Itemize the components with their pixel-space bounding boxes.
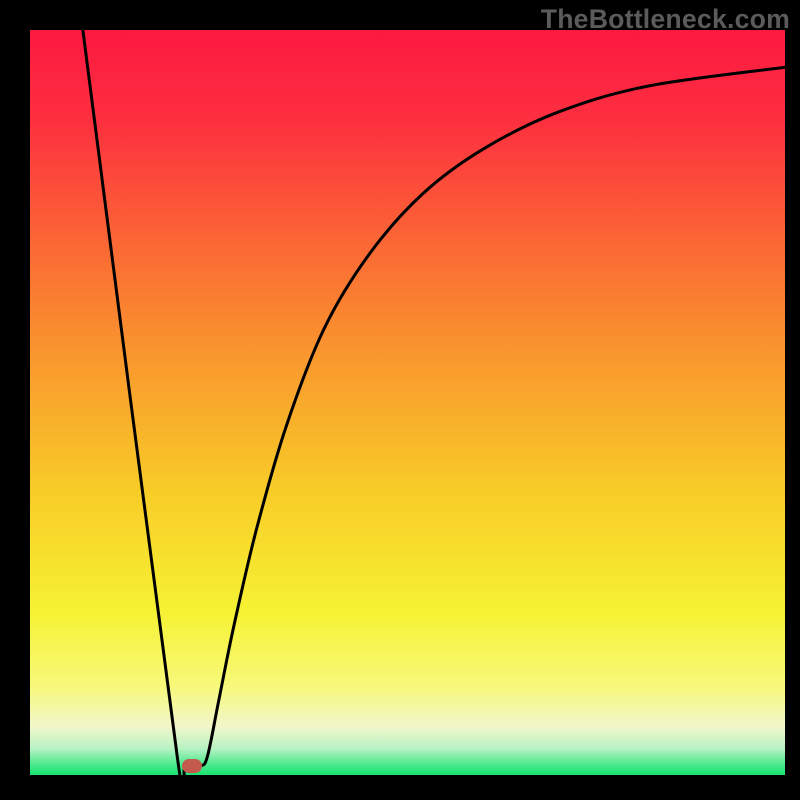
watermark-text: TheBottleneck.com [541,4,790,35]
plot-area [30,30,785,775]
chart-frame: TheBottleneck.com [0,0,800,800]
bottleneck-curve [30,30,785,775]
